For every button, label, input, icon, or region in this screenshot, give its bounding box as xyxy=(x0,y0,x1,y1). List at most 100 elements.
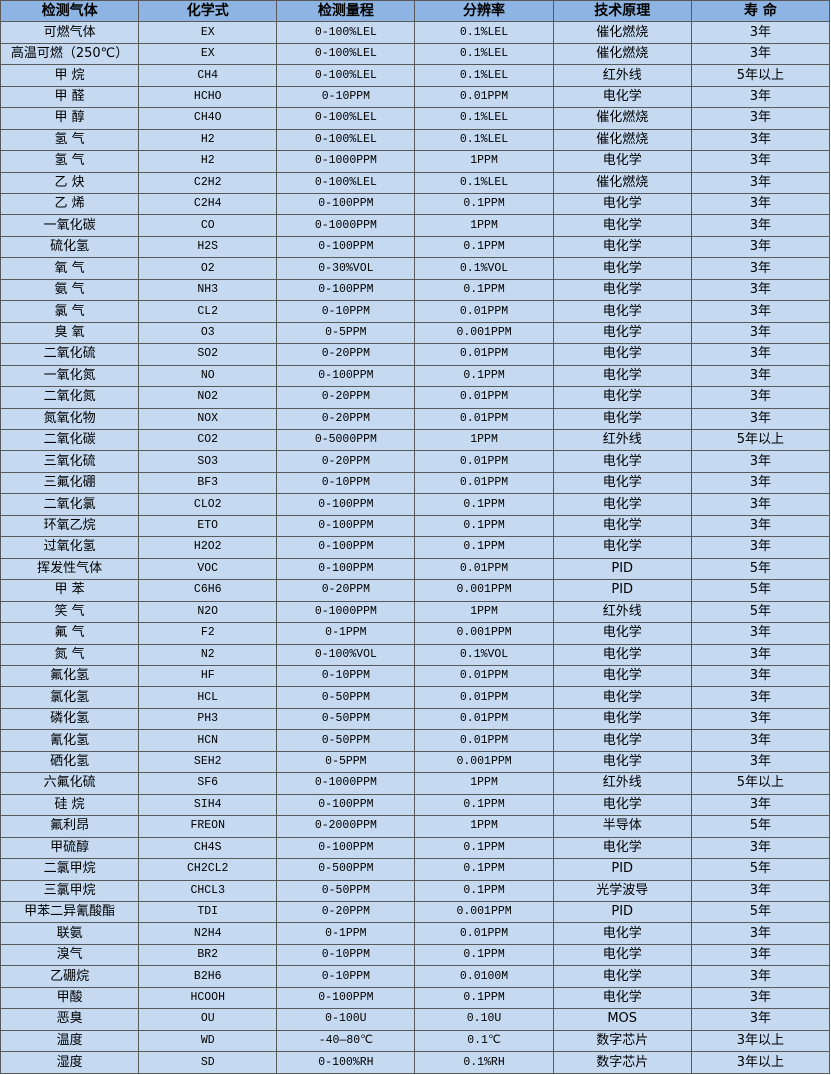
cell-lifespan: 3年 xyxy=(690,171,831,195)
cell-principle: 电化学 xyxy=(552,235,692,259)
cell-resolution: 1PPM xyxy=(414,815,554,838)
table-row: 硒化氢 SEH2 0-5PPM 0.001PPM 电化学 3年 xyxy=(0,750,831,774)
cell-principle: PID xyxy=(552,900,692,924)
cell-resolution: 1PPM xyxy=(414,214,554,237)
cell-formula: SIH4 xyxy=(138,793,278,817)
cell-range: 0-1PPM xyxy=(276,622,416,645)
cell-lifespan: 5年 xyxy=(690,600,831,624)
cell-lifespan: 5年以上 xyxy=(690,64,831,87)
table-row: 溴气 BR2 0-10PPM 0.1PPM 电化学 3年 xyxy=(0,943,831,967)
table-row: 乙硼烷 B2H6 0-10PPM 0.0100M 电化学 3年 xyxy=(0,965,831,988)
cell-range: 0-500PPM xyxy=(276,858,416,881)
cell-range: 0-100PPM xyxy=(276,278,416,302)
cell-resolution: 0.1PPM xyxy=(414,493,554,516)
cell-gas-name: 溴气 xyxy=(0,943,140,967)
cell-principle: 电化学 xyxy=(552,407,692,431)
table-row: 氟利昂 FREON 0-2000PPM 1PPM 半导体 5年 xyxy=(0,815,831,838)
header-range: 检测量程 xyxy=(276,0,416,23)
cell-gas-name: 三氟化硼 xyxy=(0,471,140,495)
cell-formula: SO2 xyxy=(138,343,278,366)
cell-resolution: 0.01PPM xyxy=(414,922,554,945)
cell-principle: 红外线 xyxy=(552,772,692,795)
cell-formula: HCN xyxy=(138,729,278,752)
header-formula: 化学式 xyxy=(138,0,278,23)
cell-range: 0-10PPM xyxy=(276,664,416,688)
cell-formula: SO3 xyxy=(138,450,278,473)
cell-lifespan: 3年 xyxy=(690,643,831,666)
cell-gas-name: 硅 烷 xyxy=(0,793,140,817)
header-resolution: 分辨率 xyxy=(414,0,554,23)
cell-principle: 电化学 xyxy=(552,922,692,945)
cell-resolution: 0.01PPM xyxy=(414,664,554,688)
cell-formula: FREON xyxy=(138,815,278,838)
table-row: 一氧化碳 CO 0-1000PPM 1PPM 电化学 3年 xyxy=(0,214,831,237)
cell-lifespan: 3年 xyxy=(690,1008,831,1031)
cell-resolution: 0.1PPM xyxy=(414,793,554,817)
cell-formula: NH3 xyxy=(138,278,278,302)
table-row: 一氧化氮 NO 0-100PPM 0.1PPM 电化学 3年 xyxy=(0,364,831,388)
table-row: 甲 醛 HCHO 0-10PPM 0.01PPM 电化学 3年 xyxy=(0,85,831,109)
cell-range: 0-50PPM xyxy=(276,879,416,902)
cell-range: 0-100%LEL xyxy=(276,107,416,130)
cell-gas-name: 二氧化硫 xyxy=(0,343,140,366)
cell-gas-name: 乙 炔 xyxy=(0,171,140,195)
cell-formula: O2 xyxy=(138,257,278,280)
cell-formula: ETO xyxy=(138,514,278,538)
cell-principle: 催化燃烧 xyxy=(552,128,692,152)
cell-formula: C2H4 xyxy=(138,193,278,216)
cell-formula: HCHO xyxy=(138,85,278,109)
cell-lifespan: 5年 xyxy=(690,815,831,838)
cell-principle: 红外线 xyxy=(552,428,692,452)
cell-formula: HF xyxy=(138,664,278,688)
cell-gas-name: 乙 烯 xyxy=(0,193,140,216)
cell-resolution: 0.1PPM xyxy=(414,514,554,538)
cell-gas-name: 一氧化氮 xyxy=(0,364,140,388)
cell-gas-name: 联氨 xyxy=(0,922,140,945)
cell-range: 0-20PPM xyxy=(276,343,416,366)
cell-range: 0-1000PPM xyxy=(276,150,416,173)
cell-principle: 电化学 xyxy=(552,364,692,388)
cell-principle: 电化学 xyxy=(552,257,692,280)
cell-range: 0-5000PPM xyxy=(276,428,416,452)
cell-range: 0-50PPM xyxy=(276,729,416,752)
cell-range: 0-100PPM xyxy=(276,193,416,216)
cell-gas-name: 磷化氢 xyxy=(0,707,140,731)
cell-resolution: 1PPM xyxy=(414,428,554,452)
table-row: 氰化氢 HCN 0-50PPM 0.01PPM 电化学 3年 xyxy=(0,729,831,752)
cell-lifespan: 3年 xyxy=(690,879,831,902)
cell-principle: PID xyxy=(552,858,692,881)
cell-gas-name: 氟利昂 xyxy=(0,815,140,838)
cell-lifespan: 3年 xyxy=(690,836,831,860)
cell-range: 0-50PPM xyxy=(276,707,416,731)
cell-principle: 电化学 xyxy=(552,643,692,666)
cell-gas-name: 温度 xyxy=(0,1029,140,1053)
cell-resolution: 0.1%LEL xyxy=(414,64,554,87)
cell-formula: HCOOH xyxy=(138,986,278,1010)
cell-principle: 电化学 xyxy=(552,664,692,688)
table-row: 二氧化硫 SO2 0-20PPM 0.01PPM 电化学 3年 xyxy=(0,343,831,366)
table-row: 氯 气 CL2 0-10PPM 0.01PPM 电化学 3年 xyxy=(0,300,831,323)
cell-resolution: 0.0100M xyxy=(414,965,554,988)
cell-resolution: 0.01PPM xyxy=(414,85,554,109)
cell-lifespan: 3年以上 xyxy=(690,1029,831,1053)
cell-principle: 电化学 xyxy=(552,300,692,323)
cell-principle: 半导体 xyxy=(552,815,692,838)
table-row: 三氯甲烷 CHCL3 0-50PPM 0.1PPM 光学波导 3年 xyxy=(0,879,831,902)
cell-resolution: 0.1%LEL xyxy=(414,21,554,44)
cell-formula: CH2CL2 xyxy=(138,858,278,881)
cell-range: 0-30%VOL xyxy=(276,257,416,280)
table-row: 甲 烷 CH4 0-100%LEL 0.1%LEL 红外线 5年以上 xyxy=(0,64,831,87)
cell-gas-name: 氧 气 xyxy=(0,257,140,280)
header-principle: 技术原理 xyxy=(552,0,692,23)
cell-gas-name: 笑 气 xyxy=(0,600,140,624)
cell-principle: 电化学 xyxy=(552,85,692,109)
cell-principle: 电化学 xyxy=(552,193,692,216)
table-row: 氮氧化物 NOX 0-20PPM 0.01PPM 电化学 3年 xyxy=(0,407,831,431)
cell-gas-name: 氮 气 xyxy=(0,643,140,666)
cell-resolution: 0.01PPM xyxy=(414,343,554,366)
cell-formula: CO2 xyxy=(138,428,278,452)
header-row: 检测气体 化学式 检测量程 分辨率 技术原理寿 命 xyxy=(0,0,831,23)
cell-gas-name: 高温可燃（250℃） xyxy=(0,42,140,66)
cell-gas-name: 甲 醇 xyxy=(0,107,140,130)
